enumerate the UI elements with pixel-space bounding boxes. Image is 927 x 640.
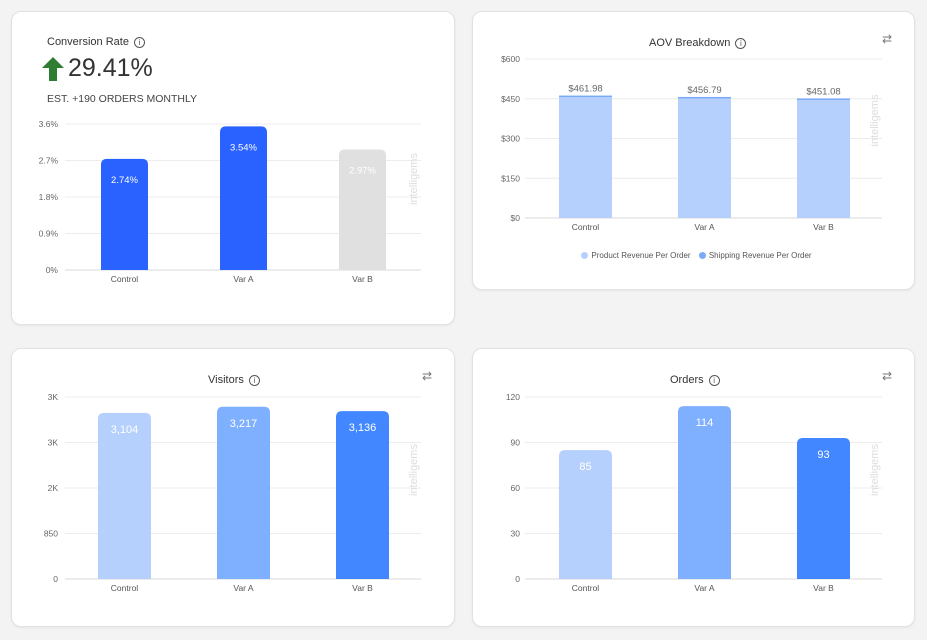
info-icon[interactable]: i [248,374,260,386]
legend-dot-shipping [698,251,706,259]
visitors-title: Visitors i [208,374,260,386]
visitors-card: Visitors i ⇄ [11,348,455,627]
arrow-up-icon [42,56,64,81]
swap-icon[interactable]: ⇄ [881,369,892,383]
conversion-rate-title: Conversion Rate i [47,36,145,48]
info-icon[interactable]: i [735,37,747,49]
swap-icon[interactable]: ⇄ [421,369,432,383]
conversion-rate-card: Conversion Rate i 29.41% EST. +190 ORDER… [11,11,455,325]
swap-icon[interactable]: ⇄ [881,32,892,46]
legend-dot-product [581,251,589,259]
orders-estimate: EST. +190 ORDERS MONTHLY [47,93,198,105]
orders-title: Orders i [670,374,720,386]
legend-product[interactable]: Product Revenue Per Order [591,251,691,260]
conversion-lift-value: 29.41% [68,54,153,82]
orders-title-text: Orders [670,374,704,386]
info-icon[interactable]: i [708,374,720,386]
orders-card: Orders i ⇄ [472,348,915,627]
info-icon[interactable]: i [133,36,145,48]
conversion-lift: 29.41% [42,54,153,83]
legend-shipping[interactable]: Shipping Revenue Per Order [708,251,812,260]
aov-title-text: AOV Breakdown [649,37,731,49]
aov-legend: Product Revenue Per Order Shipping Reven… [473,251,914,260]
aov-breakdown-card: AOV Breakdown i ⇄ Product Revenue Per Or… [472,11,915,290]
aov-title: AOV Breakdown i [649,37,747,49]
conversion-rate-title-text: Conversion Rate [47,36,129,48]
visitors-title-text: Visitors [208,374,244,386]
